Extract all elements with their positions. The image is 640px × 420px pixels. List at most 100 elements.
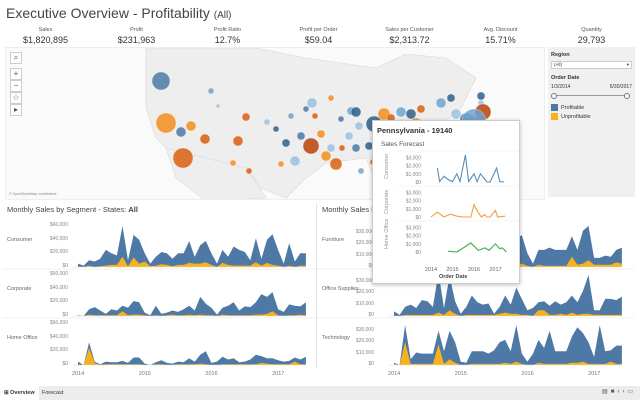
unprofitable-area[interactable]	[394, 310, 622, 316]
date-end: 6/30/2017	[609, 84, 632, 90]
filmstrip-icon[interactable]: ■	[610, 389, 618, 395]
tooltip-x-tick: 2017	[489, 267, 501, 273]
map-bubble[interactable]	[338, 144, 346, 152]
tooltip-y-tick: $2,000	[406, 234, 422, 240]
map-bubble[interactable]	[357, 167, 365, 175]
map-bubble[interactable]	[337, 115, 345, 123]
map-bubble[interactable]	[185, 120, 197, 132]
map-bubble[interactable]	[351, 143, 361, 153]
map-bubble[interactable]	[311, 112, 319, 120]
kpi-value: $231,963	[117, 35, 156, 45]
search-icon[interactable]: ⌕	[10, 52, 22, 64]
x-tick-label: 2015	[454, 371, 467, 377]
next-icon[interactable]: ›	[622, 389, 628, 395]
region-dropdown[interactable]: (All) ▾	[551, 61, 632, 69]
presentation-icon[interactable]: ▭	[627, 389, 636, 395]
unprofitable-area[interactable]	[78, 256, 306, 267]
map-bubble[interactable]	[215, 103, 221, 109]
map-bubble[interactable]	[199, 133, 211, 145]
profitable-area[interactable]	[78, 342, 306, 365]
map-bubble[interactable]	[296, 131, 306, 141]
zoom-out-icon[interactable]: −	[10, 80, 22, 92]
pin-icon[interactable]: ☆	[10, 92, 22, 104]
map-bubble[interactable]	[272, 125, 280, 133]
date-slider-start-handle[interactable]	[551, 92, 557, 99]
tooltip-y-tick: $1,000	[406, 172, 422, 178]
profitable-area[interactable]	[78, 226, 306, 267]
map-bubble[interactable]	[302, 105, 310, 113]
map-bubble[interactable]	[405, 108, 417, 120]
map-bubble[interactable]	[416, 104, 426, 114]
y-tick-label: $60,000	[49, 271, 68, 277]
kpi-sales: Sales $1,820,895	[0, 27, 91, 45]
unprofitable-area[interactable]	[394, 342, 622, 365]
area-charts[interactable]	[0, 0, 640, 386]
play-icon[interactable]: ▸	[10, 104, 22, 116]
map-bubble[interactable]	[450, 108, 462, 120]
kpi-avg-discount: Avg. Discount 15.71%	[455, 27, 546, 45]
profitable-area[interactable]	[78, 292, 306, 316]
date-slider-track[interactable]	[553, 95, 630, 96]
zoom-in-icon[interactable]: +	[10, 68, 22, 80]
map-bubble[interactable]	[155, 112, 177, 134]
profitable-swatch	[551, 104, 558, 111]
map-bubble[interactable]	[354, 121, 364, 131]
kpi-label: Sales per Customer	[385, 27, 434, 33]
map-bubble[interactable]	[395, 106, 407, 118]
category_chart-row-label: Technology	[322, 335, 350, 341]
kpi-label: Profit	[130, 27, 143, 33]
map-bubble[interactable]	[263, 118, 271, 126]
date-start: 1/3/2014	[551, 84, 571, 90]
map-bubble[interactable]	[175, 126, 187, 138]
map-bubble[interactable]	[316, 129, 326, 139]
map-bubble[interactable]	[289, 155, 301, 167]
map-bubble[interactable]	[207, 87, 215, 95]
x-tick-label: 2015	[138, 371, 151, 377]
tab-overview[interactable]: ⊞ Overview	[0, 386, 39, 400]
y-tick-label: $0	[368, 312, 374, 318]
map-bubble[interactable]	[306, 97, 318, 109]
tooltip-subtitle: Sales Forecast	[381, 141, 425, 148]
map-bubble[interactable]	[287, 112, 295, 120]
map-bubble[interactable]	[302, 137, 320, 155]
map-bubble[interactable]	[344, 131, 354, 141]
y-tick-label: $20,000	[355, 240, 374, 247]
profitable-area[interactable]	[394, 325, 622, 365]
y-tick-label: $20,000	[355, 338, 374, 345]
category_chart-row-label: Office Supplies	[322, 286, 359, 292]
tooltip-row-label: Corporate	[384, 190, 390, 214]
map-bubble[interactable]	[326, 143, 336, 153]
map-bubble[interactable]	[245, 167, 253, 175]
map-bubble[interactable]	[435, 97, 447, 109]
map-bubble[interactable]	[277, 160, 285, 168]
y-tick-label: $10,000	[355, 251, 374, 258]
chevron-down-icon[interactable]: ▾	[626, 62, 629, 67]
map-bubble[interactable]	[151, 71, 171, 91]
tooltip-y-tick: $3,000	[406, 225, 422, 231]
tooltip-x-tick: 2015	[446, 267, 458, 273]
map-bubble[interactable]	[281, 138, 291, 148]
map-bubble[interactable]	[229, 159, 237, 167]
view-controls: ▤■‹›▭	[602, 388, 636, 395]
map-bubble[interactable]	[320, 150, 332, 162]
prev-icon[interactable]: ‹	[617, 389, 623, 395]
sheet-sorter-icon[interactable]: ▤	[602, 389, 611, 395]
date-slider-end-handle[interactable]	[624, 92, 630, 99]
map-bubble[interactable]	[232, 135, 244, 147]
map-bubble[interactable]	[329, 157, 343, 171]
map-bubble[interactable]	[327, 94, 335, 102]
kpi-profit-ratio: Profit Ratio 12.7%	[182, 27, 273, 45]
tooltip-line-home-office	[448, 242, 507, 253]
kpi-value: 15.71%	[485, 35, 516, 45]
tab-forecast[interactable]: Forecast	[42, 390, 64, 396]
map-bubble[interactable]	[446, 93, 456, 103]
legend-unprofitable[interactable]: Unprofitable	[551, 113, 591, 120]
unprofitable-area[interactable]	[78, 311, 306, 316]
map-bubble[interactable]	[350, 106, 362, 118]
x-tick-label: 2017	[272, 371, 285, 377]
map-bubble[interactable]	[172, 147, 194, 169]
legend-profitable[interactable]: Profitable	[551, 104, 584, 111]
map-bubble[interactable]	[241, 112, 251, 122]
tooltip-y-tick: $3,000	[406, 190, 422, 196]
x-tick-label: 2014	[72, 371, 85, 377]
